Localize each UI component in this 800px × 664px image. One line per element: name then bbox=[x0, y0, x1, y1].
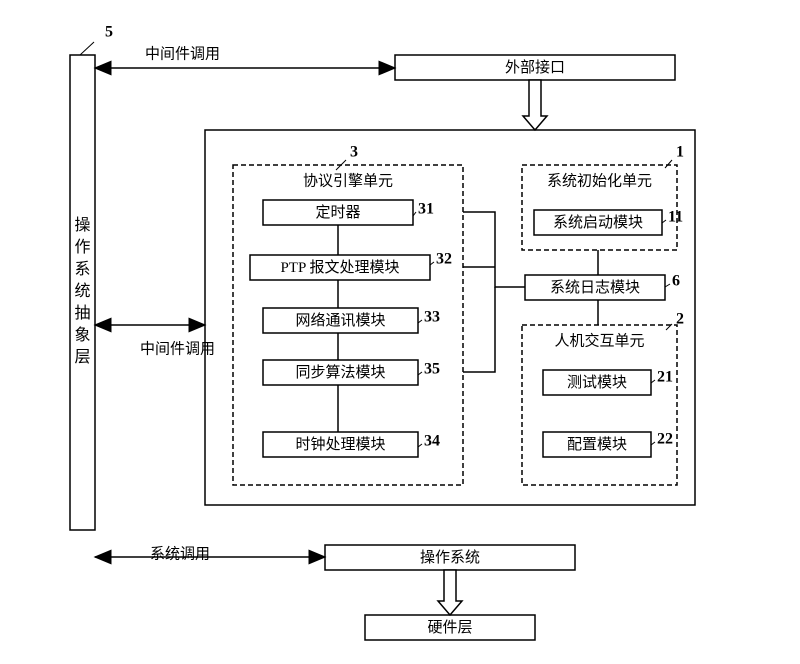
mw_call_top: 中间件调用 bbox=[145, 45, 220, 62]
ptp-num: 32 bbox=[436, 251, 452, 268]
unit2_frame-num: 2 bbox=[676, 311, 684, 328]
timer-label: 定时器 bbox=[315, 204, 360, 221]
hollow-arrow-3 bbox=[523, 80, 547, 130]
os_abstract-label: 作 bbox=[74, 238, 90, 256]
os_abstract-label: 统 bbox=[74, 282, 90, 300]
sys_call: 系统调用 bbox=[150, 545, 210, 562]
timer-num: 31 bbox=[418, 201, 434, 218]
unit3_frame-title: 协议引擎单元 bbox=[303, 172, 393, 189]
unit1_frame-title: 系统初始化单元 bbox=[547, 172, 652, 189]
syncalgo-num: 35 bbox=[424, 361, 440, 378]
testmod-num: 21 bbox=[657, 369, 673, 386]
unit1_frame-num: 1 bbox=[676, 144, 684, 161]
syslog-label: 系统日志模块 bbox=[550, 279, 640, 296]
configmod-num: 22 bbox=[657, 431, 673, 448]
external_if-label: 外部接口 bbox=[505, 59, 565, 76]
sysboot-label: 系统启动模块 bbox=[553, 214, 643, 231]
os_abstract-lead bbox=[80, 42, 94, 55]
sysboot-num: 11 bbox=[668, 209, 683, 226]
hw-label: 硬件层 bbox=[427, 619, 472, 636]
os_abstract-label: 层 bbox=[74, 349, 90, 366]
hollow-arrow-4 bbox=[438, 570, 462, 615]
testmod-label: 测试模块 bbox=[567, 374, 627, 391]
syslog-num: 6 bbox=[672, 273, 680, 290]
netcom-label: 网络通讯模块 bbox=[295, 312, 385, 329]
os_abstract-label: 象 bbox=[74, 326, 90, 344]
netcom-num: 33 bbox=[424, 309, 440, 326]
unit2_frame-title: 人机交互单元 bbox=[554, 331, 644, 349]
os_abstract-num: 5 bbox=[105, 24, 113, 41]
configmod-label: 配置模块 bbox=[567, 436, 627, 453]
mw_call_mid: 中间件调用 bbox=[140, 340, 215, 357]
clockproc-label: 时钟处理模块 bbox=[295, 436, 385, 453]
os_abstract-label: 系 bbox=[74, 260, 90, 278]
os_abstract-label: 操 bbox=[74, 216, 90, 234]
syncalgo-label: 同步算法模块 bbox=[295, 363, 385, 381]
ptp-label: PTP 报文处理模块 bbox=[280, 259, 399, 276]
unit3_frame-num: 3 bbox=[350, 144, 358, 161]
os-label: 操作系统 bbox=[420, 549, 480, 566]
clockproc-num: 34 bbox=[424, 433, 440, 450]
os_abstract-label: 抽 bbox=[74, 304, 90, 322]
